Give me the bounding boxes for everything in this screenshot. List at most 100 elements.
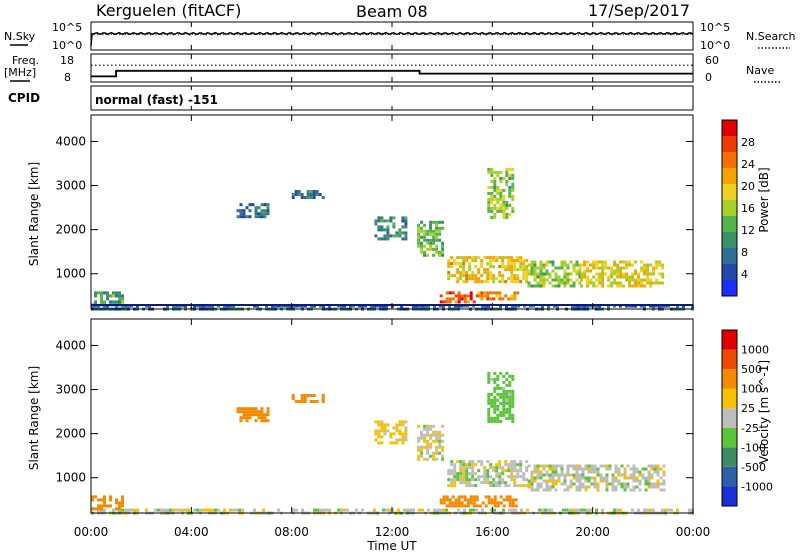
velocity-cell xyxy=(560,467,564,471)
power-cell xyxy=(389,234,393,238)
velocity-cell xyxy=(423,433,427,437)
power-cell xyxy=(548,281,552,285)
velocity-cell xyxy=(545,473,549,477)
velocity-cell xyxy=(373,508,376,512)
freq-tick-top: 18 xyxy=(60,54,74,67)
power-cell xyxy=(462,280,466,284)
power-cell xyxy=(498,297,502,301)
velocity-cell xyxy=(121,508,124,512)
power-cell xyxy=(480,274,484,278)
velocity-cell xyxy=(536,476,540,480)
power-cell xyxy=(445,297,449,301)
power-cell xyxy=(598,272,602,276)
power-cell xyxy=(404,234,408,238)
velocity-cell xyxy=(499,401,503,405)
velocity-cell xyxy=(435,451,439,455)
velocity-cell xyxy=(404,429,408,433)
velocity-cell xyxy=(548,485,552,489)
velocity-cell xyxy=(554,482,558,486)
velocity-cell xyxy=(513,466,517,470)
velocity-cell xyxy=(462,469,466,473)
power-cell xyxy=(487,185,491,189)
velocity-cell xyxy=(466,498,470,502)
velocity-cell xyxy=(560,482,564,486)
power-cell xyxy=(239,209,243,213)
power-cell xyxy=(417,238,421,242)
power-cell xyxy=(619,275,623,279)
velocity-cell xyxy=(300,400,304,403)
power-cell xyxy=(501,262,505,266)
velocity-cell xyxy=(530,482,534,486)
power-cell xyxy=(554,284,558,288)
power-cell xyxy=(649,272,653,276)
power-cell xyxy=(510,274,514,278)
power-cell xyxy=(625,266,629,270)
velocity-cell xyxy=(450,478,454,482)
power-cell xyxy=(423,244,427,248)
power-cell xyxy=(501,280,505,284)
velocity-cell xyxy=(295,508,298,512)
power-cell xyxy=(640,304,643,308)
power-cell xyxy=(548,260,552,264)
power-cell xyxy=(423,238,427,242)
velocity-cell xyxy=(456,460,460,464)
power-cell xyxy=(536,275,540,279)
velocity-cell xyxy=(623,473,627,477)
velocity-cell xyxy=(109,498,112,502)
velocity-cell xyxy=(490,501,494,505)
velocity-cell xyxy=(466,501,470,505)
power-cell xyxy=(578,281,582,285)
power-cell xyxy=(545,278,549,282)
velocity-cell xyxy=(617,482,621,486)
power-cell xyxy=(519,265,523,269)
power-cell xyxy=(539,278,543,282)
power-cell xyxy=(466,304,469,308)
power-cell xyxy=(256,304,259,308)
power-data xyxy=(91,167,694,311)
power-cell xyxy=(208,304,211,308)
power-cell xyxy=(541,304,544,308)
power-cell xyxy=(628,260,632,264)
power-cell xyxy=(652,281,656,285)
velocity-cell xyxy=(471,478,475,482)
power-cell xyxy=(475,294,479,298)
velocity-cell xyxy=(181,508,184,512)
power-cell xyxy=(545,260,549,264)
power-cell xyxy=(511,182,515,186)
power-cell xyxy=(496,188,500,192)
power-cell xyxy=(493,215,497,219)
power-cell xyxy=(94,291,97,295)
velocity-cell xyxy=(626,476,630,480)
power-cell xyxy=(595,260,599,264)
power-cell xyxy=(435,223,439,227)
velocity-cell xyxy=(510,478,514,482)
velocity-cell xyxy=(404,420,408,424)
power-cell xyxy=(386,231,390,235)
velocity-cell xyxy=(248,410,252,414)
velocity-cell xyxy=(420,436,424,440)
velocity-cell xyxy=(291,394,295,397)
velocity-cell xyxy=(507,469,511,473)
velocity-cell xyxy=(466,504,470,508)
velocity-cell xyxy=(432,451,436,455)
velocity-cell xyxy=(377,441,381,445)
power-cell xyxy=(504,294,508,298)
velocity-colorbar-tick: -1000 xyxy=(741,480,773,493)
velocity-cell xyxy=(505,416,509,420)
velocity-cell xyxy=(118,507,121,511)
velocity-cell xyxy=(511,404,515,408)
power-cell xyxy=(646,263,650,267)
power-cell xyxy=(450,262,454,266)
velocity-cell xyxy=(205,508,208,512)
power-cell xyxy=(429,220,433,224)
velocity-cell xyxy=(493,419,497,423)
power-colorbar-swatch xyxy=(722,280,737,296)
velocity-cell xyxy=(510,466,514,470)
velocity-cell xyxy=(569,473,573,477)
velocity-cell xyxy=(644,488,648,492)
velocity-cell xyxy=(94,507,97,511)
power-cell xyxy=(148,304,151,308)
velocity-cell xyxy=(456,472,460,476)
power-cell xyxy=(616,284,620,288)
velocity-cell xyxy=(127,508,130,512)
